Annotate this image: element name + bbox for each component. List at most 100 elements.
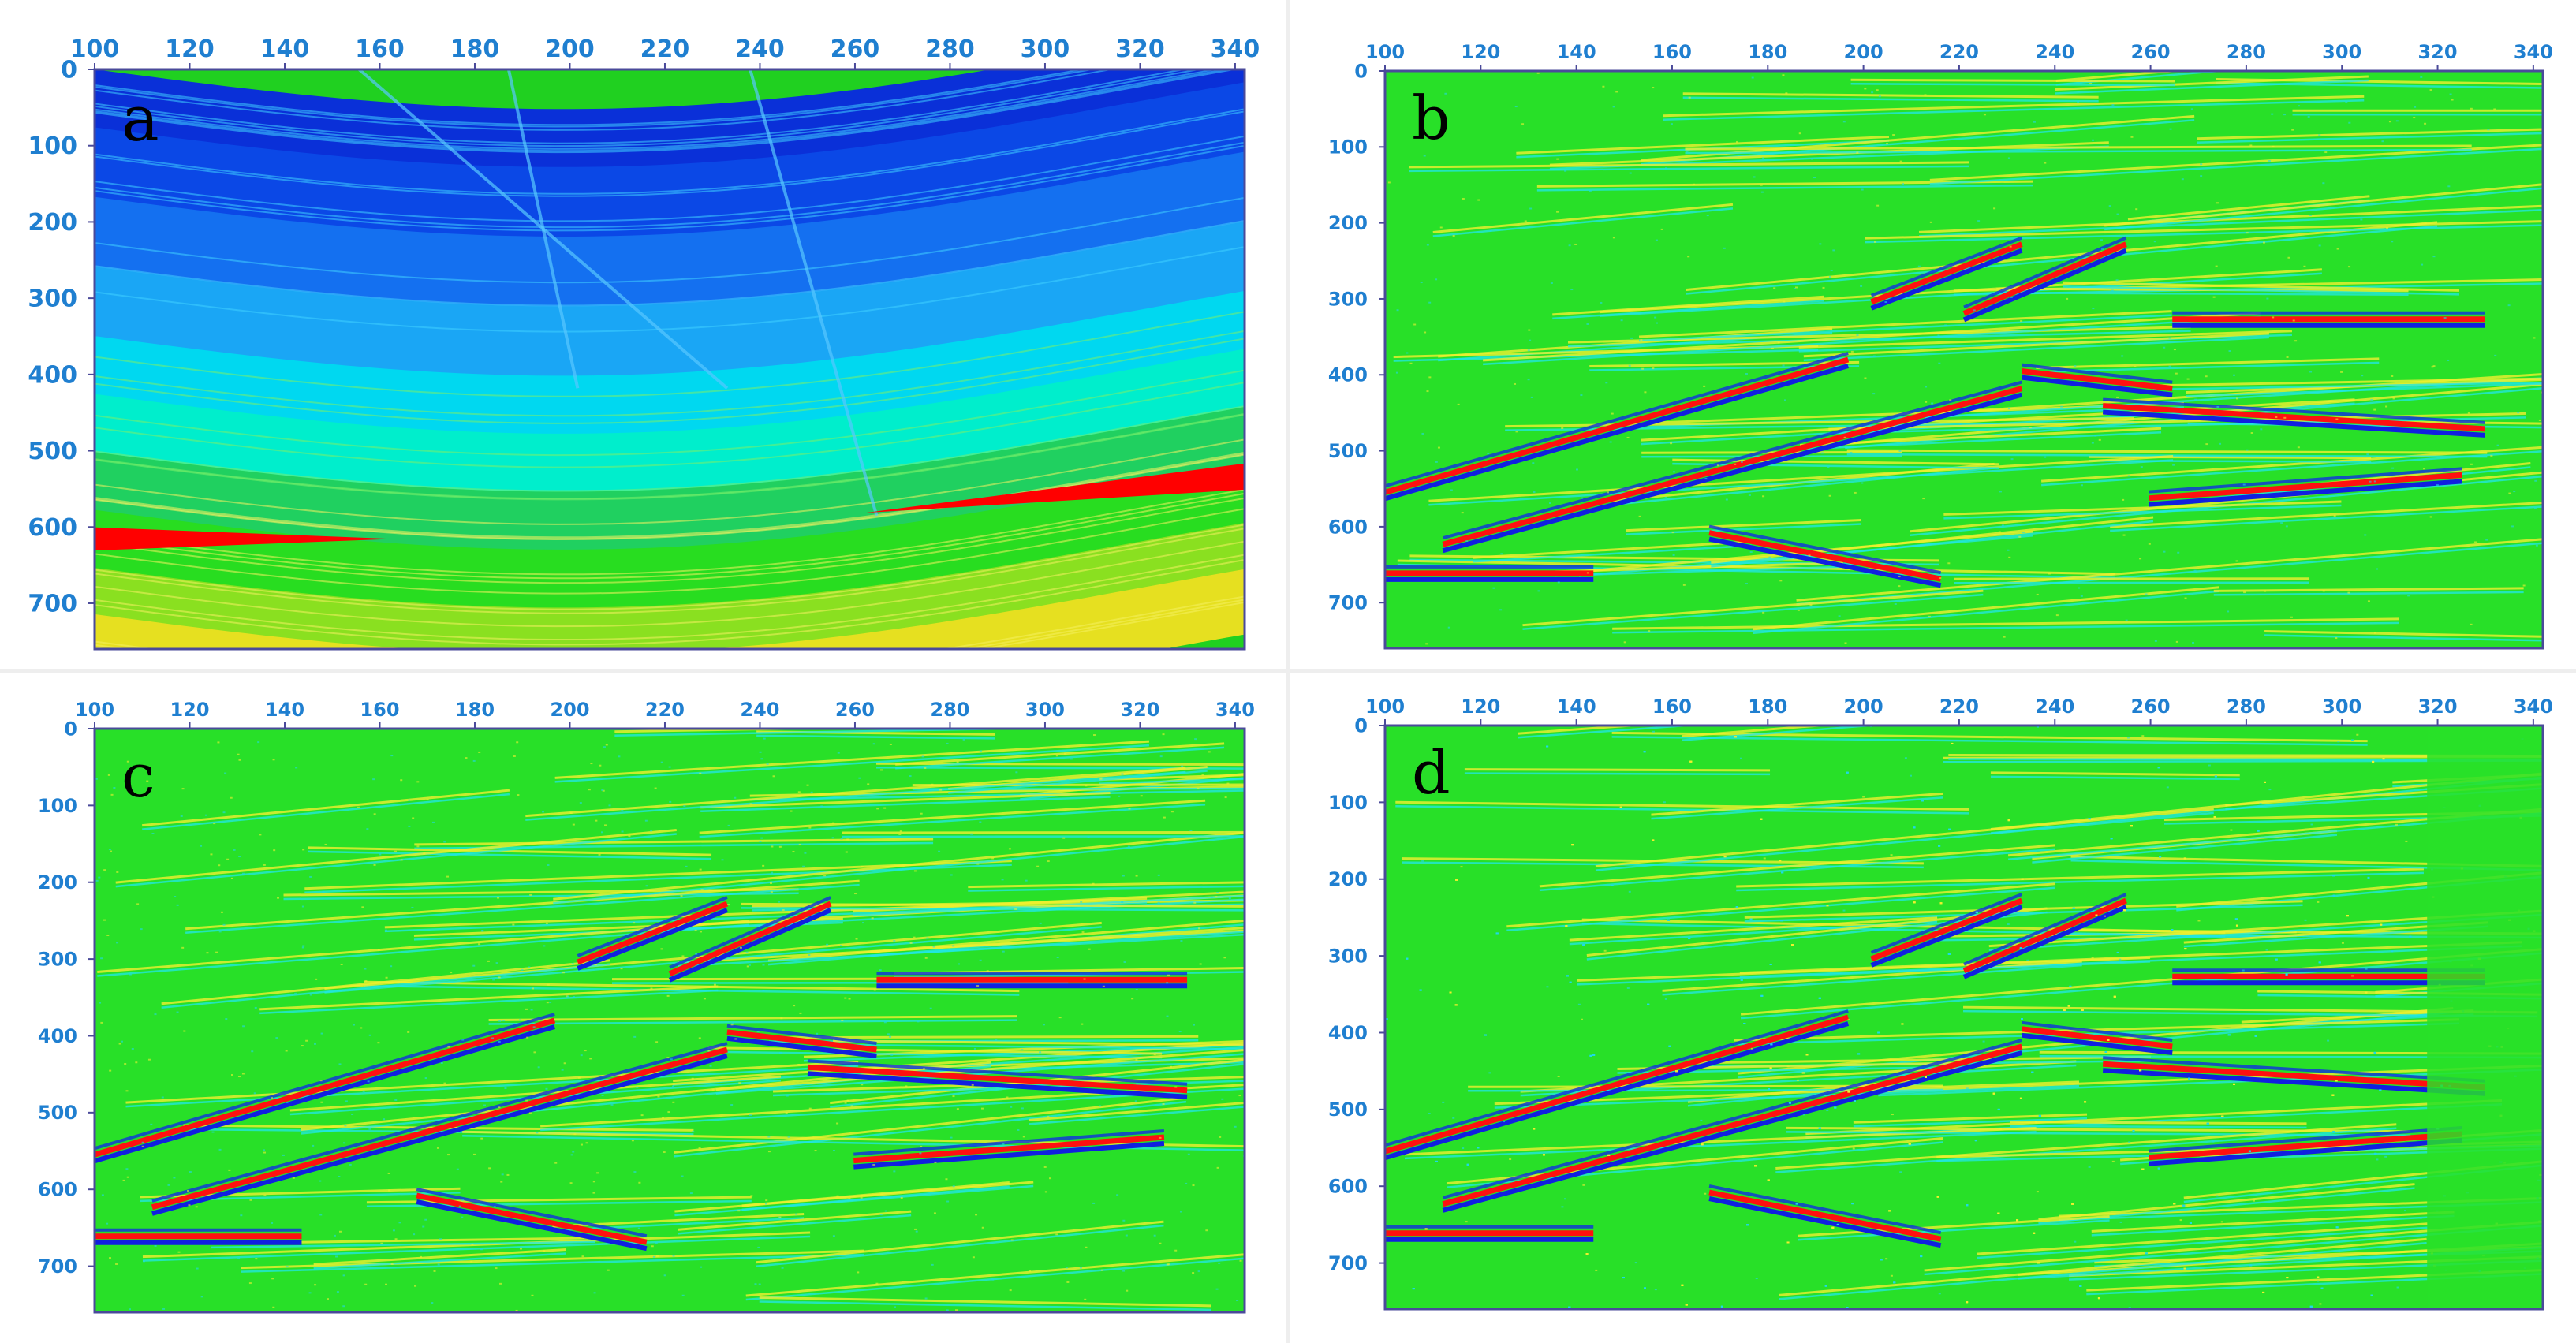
panel-d-migration-image: 100 120 140 160 180 200 220 240 260 280 300 320 340 0… (1301, 678, 2576, 1343)
x-tick-label: 300 (1025, 699, 1065, 721)
x-tick-label: 300 (1021, 35, 1070, 63)
x-tick-label: 260 (2131, 41, 2171, 63)
y-tick-label: 500 (1328, 1099, 1368, 1121)
y-tick-label: 300 (1328, 946, 1368, 968)
y-tick-label: 600 (1328, 1176, 1368, 1198)
x-tick-label: 340 (1215, 699, 1255, 721)
panel-b-letter: b (1412, 83, 1450, 153)
panel-d-frame (1383, 724, 2544, 1311)
x-tick-label: 120 (165, 35, 215, 63)
x-tick-label: 160 (1652, 696, 1692, 718)
y-tick-label: 200 (38, 871, 77, 893)
x-tick-label: 320 (1115, 35, 1165, 63)
x-tick-label: 140 (1557, 696, 1596, 718)
panel-a-plot-area (95, 69, 1245, 649)
x-tick-label: 140 (265, 699, 304, 721)
x-tick-label: 240 (735, 35, 785, 63)
y-tick-label: 300 (28, 285, 77, 313)
y-tick-label: 600 (1328, 516, 1368, 538)
y-tick-label: 100 (1328, 792, 1368, 814)
x-tick-label: 120 (1461, 41, 1500, 63)
x-tick-label: 100 (75, 699, 114, 721)
x-tick-label: 260 (2131, 696, 2171, 718)
y-tick-label: 400 (28, 361, 77, 389)
y-tick-label: 100 (1328, 136, 1368, 159)
panel-b-plot-area (1385, 71, 2543, 648)
y-tick-label: 500 (38, 1102, 77, 1124)
y-tick-label: 500 (28, 438, 77, 465)
y-tick-label: 700 (38, 1255, 77, 1278)
x-tick-label: 180 (455, 699, 495, 721)
panel-a-frame (93, 68, 1246, 651)
x-tick-label: 200 (545, 35, 595, 63)
x-tick-label: 240 (2035, 41, 2074, 63)
x-tick-label: 180 (450, 35, 500, 63)
x-tick-label: 260 (831, 35, 880, 63)
x-tick-label: 220 (1939, 696, 1979, 718)
x-tick-label: 160 (1652, 41, 1692, 63)
x-tick-label: 340 (2514, 696, 2553, 718)
x-tick-label: 180 (1748, 696, 1787, 718)
x-tick-label: 180 (1748, 41, 1787, 63)
panel-c-migration-image: 100 120 140 160 180 200 220 240 260 280 300 320 340 0… (0, 678, 1278, 1343)
y-tick-label: 0 (1354, 60, 1368, 82)
panel-d-plot-area (1385, 726, 2543, 1309)
y-tick-label: 400 (1328, 364, 1368, 386)
x-tick-label: 280 (930, 699, 969, 721)
y-tick-label: 300 (1328, 288, 1368, 310)
x-tick-label: 220 (1939, 41, 1979, 63)
x-tick-label: 320 (2417, 696, 2457, 718)
panel-c-svg: 100 120 140 160 180 200 220 240 260 280 300 320 340 0… (38, 699, 1255, 1314)
horizontal-divider (0, 669, 2576, 673)
x-tick-label: 120 (1461, 696, 1500, 718)
x-tick-label: 240 (740, 699, 779, 721)
x-tick-label: 160 (360, 699, 399, 721)
x-tick-label: 160 (355, 35, 405, 63)
x-tick-label: 300 (2322, 696, 2361, 718)
x-tick-label: 100 (70, 35, 120, 63)
x-tick-label: 280 (2227, 41, 2266, 63)
y-tick-label: 600 (38, 1179, 77, 1201)
x-tick-label: 300 (2322, 41, 2361, 63)
y-tick-label: 300 (38, 949, 77, 971)
x-tick-label: 100 (1365, 696, 1405, 718)
y-tick-label: 700 (1328, 592, 1368, 614)
y-tick-label: 0 (61, 57, 77, 84)
y-tick-label: 100 (38, 795, 77, 817)
x-tick-label: 240 (2035, 696, 2074, 718)
y-tick-label: 200 (1328, 212, 1368, 234)
panel-c-plot-area (95, 729, 1245, 1312)
x-tick-label: 200 (1844, 696, 1883, 718)
y-tick-label: 0 (1354, 714, 1368, 737)
y-tick-label: 400 (38, 1025, 77, 1047)
x-tick-label: 340 (1211, 35, 1260, 63)
y-tick-label: 400 (1328, 1022, 1368, 1044)
y-tick-label: 200 (1328, 868, 1368, 890)
y-tick-label: 700 (1328, 1252, 1368, 1274)
y-tick-label: 0 (64, 718, 77, 740)
y-tick-label: 200 (28, 209, 77, 237)
x-tick-label: 340 (2514, 41, 2553, 63)
y-tick-label: 700 (28, 590, 77, 617)
x-tick-label: 220 (640, 35, 690, 63)
x-tick-label: 140 (260, 35, 310, 63)
panel-b-svg: 100 120 140 160 180 200 220 240 260 280 300 320 340 0… (1328, 41, 2553, 650)
panel-a-letter: a (121, 82, 159, 155)
x-tick-label: 260 (835, 699, 875, 721)
panel-a-velocity-model: 100 120 140 160 180 200 220 240 260 280 300 320 340 0… (0, 0, 1278, 662)
panel-a-svg: 100 120 140 160 180 200 220 240 260 280 300 320 340 0… (28, 35, 1260, 651)
panel-d-svg: 100 120 140 160 180 200 220 240 260 280 300 320 340 0… (1328, 696, 2553, 1311)
x-tick-label: 220 (645, 699, 685, 721)
panel-d-letter: d (1412, 737, 1450, 808)
x-tick-label: 100 (1365, 41, 1405, 63)
panel-b-migration-image: 100 120 140 160 180 200 220 240 260 280 300 320 340 0… (1301, 0, 2576, 662)
x-tick-label: 280 (2227, 696, 2266, 718)
x-tick-label: 320 (2417, 41, 2457, 63)
x-tick-label: 140 (1557, 41, 1596, 63)
y-tick-label: 100 (28, 132, 77, 160)
panel-b-frame (1383, 69, 2544, 650)
x-tick-label: 200 (1844, 41, 1883, 63)
y-tick-label: 500 (1328, 440, 1368, 462)
x-tick-label: 280 (925, 35, 975, 63)
x-tick-label: 120 (170, 699, 209, 721)
